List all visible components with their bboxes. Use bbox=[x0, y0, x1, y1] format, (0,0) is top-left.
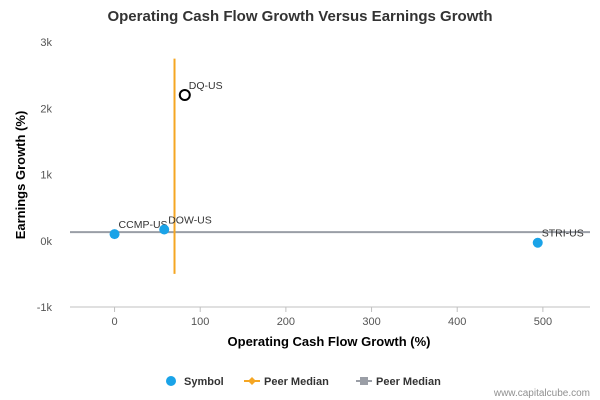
legend-diamond-icon bbox=[248, 377, 256, 385]
y-axis-label: Earnings Growth (%) bbox=[13, 111, 28, 240]
chart-legend: Symbol Peer Median Peer Median bbox=[166, 376, 441, 388]
x-tick-label: 500 bbox=[534, 316, 552, 328]
point-marker[interactable] bbox=[159, 224, 170, 235]
x-tick-label: 0 bbox=[111, 316, 117, 328]
y-tick-label: 0k bbox=[40, 236, 52, 248]
point-marker[interactable] bbox=[532, 237, 543, 248]
point-label: DQ-US bbox=[189, 80, 223, 92]
x-tick-label: 200 bbox=[277, 316, 295, 328]
legend-square-icon bbox=[360, 377, 368, 385]
x-tick-label: 100 bbox=[191, 316, 209, 328]
x-tick-label: 300 bbox=[362, 316, 380, 328]
peer-median-lines bbox=[70, 58, 590, 274]
data-points: DQ-US CCMP-US DOW-US STRI-US bbox=[109, 80, 584, 248]
x-tick-label: 400 bbox=[448, 316, 466, 328]
point-label: STRI-US bbox=[542, 228, 584, 240]
point-marker[interactable] bbox=[109, 229, 120, 240]
point-label: CCMP-US bbox=[119, 219, 168, 231]
y-tick-label: -1k bbox=[37, 302, 53, 314]
y-axis-ticks: -1k 0k 1k 2k 3k bbox=[37, 37, 53, 314]
y-tick-label: 1k bbox=[40, 170, 52, 182]
legend-symbol-icon bbox=[166, 376, 176, 386]
y-tick-label: 3k bbox=[40, 37, 52, 49]
x-axis-ticks: 0 100 200 300 400 500 bbox=[111, 307, 552, 328]
point-label: DOW-US bbox=[168, 214, 212, 226]
y-tick-label: 2k bbox=[40, 103, 52, 115]
legend-label[interactable]: Symbol bbox=[184, 376, 224, 388]
x-axis-label: Operating Cash Flow Growth (%) bbox=[228, 334, 431, 349]
credit-text: www.capitalcube.com bbox=[493, 388, 590, 399]
chart-title: Operating Cash Flow Growth Versus Earnin… bbox=[107, 8, 492, 25]
legend-label[interactable]: Peer Median bbox=[376, 376, 441, 388]
legend-label[interactable]: Peer Median bbox=[264, 376, 329, 388]
point-marker[interactable] bbox=[178, 89, 191, 101]
